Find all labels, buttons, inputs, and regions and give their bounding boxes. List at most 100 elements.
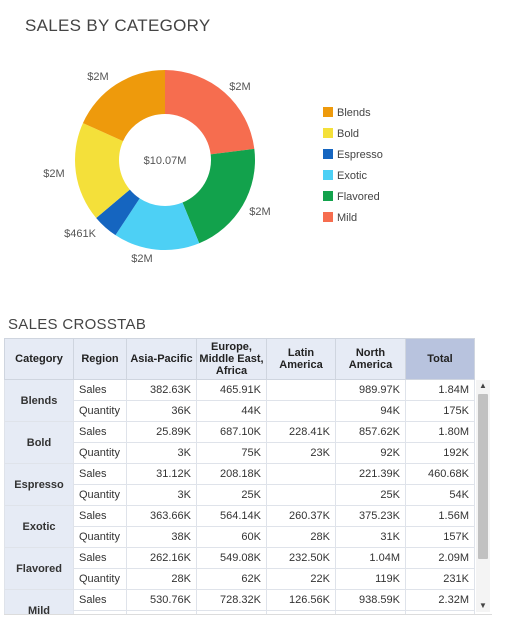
- crosstab-row-flavored-sales: Flavored Sales 262.16K 549.08K 232.50K 1.04M 2…: [4, 547, 475, 590]
- legend-swatch: [323, 212, 333, 222]
- crosstab-row-bold-quantity: Quantity 3K 75K 23K 92K 192K: [5, 442, 475, 464]
- metric-label: Sales: [73, 547, 127, 569]
- category-cell[interactable]: Exotic: [4, 505, 74, 548]
- value-cell: 75K: [196, 442, 267, 464]
- legend-item-exotic[interactable]: Exotic: [323, 170, 367, 182]
- metric-label: Quantity: [73, 610, 127, 614]
- metric-label: Sales: [73, 463, 127, 485]
- metric-label: Quantity: [73, 484, 127, 506]
- value-cell: 728.32K: [196, 589, 267, 611]
- value-cell: 36K: [126, 400, 197, 422]
- value-cell: 1.84M: [405, 379, 475, 401]
- metric-label: Quantity: [73, 526, 127, 548]
- crosstab-row-mild-sales: Mild Sales 530.76K 728.32K 126.56K 938.59K 2.3…: [4, 589, 475, 614]
- value-cell: [266, 463, 336, 485]
- legend-swatch: [323, 107, 333, 117]
- header-emea[interactable]: Europe, Middle East, Africa: [196, 338, 267, 380]
- value-cell: 465.91K: [196, 379, 267, 401]
- value-cell: [266, 379, 336, 401]
- chart-title: SALES BY CATEGORY: [25, 16, 211, 35]
- slice-flavored[interactable]: [182, 148, 256, 244]
- legend-swatch: [323, 170, 333, 180]
- header-latin-america[interactable]: Latin America: [266, 338, 336, 380]
- value-cell: [196, 610, 267, 614]
- value-cell: 31.12K: [126, 463, 197, 485]
- slice-exotic[interactable]: [115, 198, 200, 251]
- legend-item-bold[interactable]: Bold: [323, 128, 359, 140]
- data-label-flavored: $2M: [249, 206, 270, 218]
- value-cell: 231K: [405, 568, 475, 590]
- scroll-up-arrow-icon[interactable]: ▲: [479, 381, 487, 390]
- value-cell: 62K: [196, 568, 267, 590]
- legend-item-espresso[interactable]: Espresso: [323, 149, 383, 161]
- value-cell: 25.89K: [126, 421, 197, 443]
- crosstab-row-espresso-quantity: Quantity 3K 25K 25K 54K: [5, 484, 475, 506]
- header-north-america[interactable]: North America: [335, 338, 406, 380]
- metric-label: Quantity: [73, 568, 127, 590]
- scrollbar-thumb[interactable]: [478, 394, 488, 559]
- slice-blends[interactable]: [82, 70, 165, 142]
- value-cell: 208.18K: [196, 463, 267, 485]
- legend-label: Exotic: [337, 170, 367, 182]
- metric-label: Sales: [73, 421, 127, 443]
- legend-item-blends[interactable]: Blends: [323, 107, 371, 119]
- legend-item-mild[interactable]: Mild: [323, 212, 357, 224]
- crosstab-row-blends-quantity: Quantity 36K 44K 94K 175K: [5, 400, 475, 422]
- value-cell: 28K: [266, 526, 336, 548]
- value-cell: 3K: [126, 442, 197, 464]
- value-cell: 363.66K: [126, 505, 197, 527]
- crosstab-row-mild-quantity: Quantity: [5, 610, 475, 614]
- header-total[interactable]: Total: [405, 338, 475, 380]
- crosstab-table: Category Region Asia-Pacific Europe, Mid…: [4, 338, 475, 614]
- category-cell[interactable]: Blends: [4, 379, 74, 422]
- legend-item-flavored[interactable]: Flavored: [323, 191, 380, 203]
- data-label-blends: $2M: [87, 71, 108, 83]
- value-cell: 157K: [405, 526, 475, 548]
- value-cell: [335, 610, 406, 614]
- value-cell: 126.56K: [266, 589, 336, 611]
- value-cell: 857.62K: [335, 421, 406, 443]
- metric-label: Sales: [73, 379, 127, 401]
- category-cell[interactable]: Flavored: [4, 547, 74, 590]
- value-cell: 60K: [196, 526, 267, 548]
- value-cell: 1.80M: [405, 421, 475, 443]
- value-cell: 25K: [196, 484, 267, 506]
- value-cell: 530.76K: [126, 589, 197, 611]
- value-cell: 22K: [266, 568, 336, 590]
- header-category[interactable]: Category: [4, 338, 74, 380]
- donut-chart: $2M $2M $2M $461K $2M $2M $10.07M Blends Bold Esp…: [43, 70, 383, 265]
- slice-mild[interactable]: [165, 70, 255, 155]
- value-cell: 92K: [335, 442, 406, 464]
- value-cell: 221.39K: [335, 463, 406, 485]
- vertical-scrollbar[interactable]: ▲ ▼: [476, 380, 490, 612]
- scroll-down-arrow-icon[interactable]: ▼: [479, 601, 487, 610]
- value-cell: 564.14K: [196, 505, 267, 527]
- slice-bold[interactable]: [74, 123, 130, 218]
- value-cell: 232.50K: [266, 547, 336, 569]
- legend-label: Bold: [337, 128, 359, 140]
- data-label-espresso: $461K: [64, 228, 96, 240]
- value-cell: 44K: [196, 400, 267, 422]
- header-asia-pacific[interactable]: Asia-Pacific: [126, 338, 197, 380]
- data-label-bold: $2M: [43, 168, 64, 180]
- value-cell: 260.37K: [266, 505, 336, 527]
- crosstab-row-blends-sales: Blends Sales 382.63K 465.91K 989.97K 1.84M: [4, 379, 475, 422]
- data-label-mild: $2M: [229, 81, 250, 93]
- value-cell: 1.56M: [405, 505, 475, 527]
- header-region[interactable]: Region: [73, 338, 127, 380]
- value-cell: 38K: [126, 526, 197, 548]
- metric-label: Quantity: [73, 442, 127, 464]
- crosstab-header-row: Category Region Asia-Pacific Europe, Mid…: [4, 338, 475, 380]
- category-cell[interactable]: Espresso: [4, 463, 74, 506]
- value-cell: 687.10K: [196, 421, 267, 443]
- category-cell[interactable]: Mild: [4, 589, 74, 614]
- data-label-exotic: $2M: [131, 253, 152, 265]
- category-cell[interactable]: Bold: [4, 421, 74, 464]
- crosstab-row-flavored-quantity: Quantity 28K 62K 22K 119K 231K: [5, 568, 475, 590]
- value-cell: 262.16K: [126, 547, 197, 569]
- value-cell: 175K: [405, 400, 475, 422]
- slice-espresso[interactable]: [96, 189, 140, 236]
- crosstab-row-espresso-sales: Espresso Sales 31.12K 208.18K 221.39K 460.68K: [4, 463, 475, 506]
- value-cell: 54K: [405, 484, 475, 506]
- value-cell: 94K: [335, 400, 406, 422]
